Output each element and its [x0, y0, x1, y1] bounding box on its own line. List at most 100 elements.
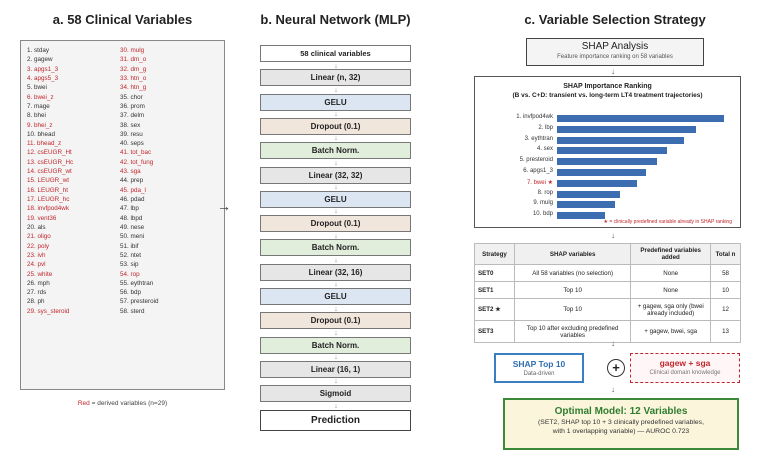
variable-item: 15. LEUGR_wt — [27, 177, 69, 185]
down-arrow-icon: ↓ — [334, 354, 338, 362]
variable-item: 13. csEUGR_Hc — [27, 158, 74, 166]
variable-item: 33. htn_o — [120, 74, 147, 82]
header-total-n: Total n — [710, 243, 741, 265]
variable-item: 16. LEUGR_ht — [27, 186, 68, 194]
variable-item: 36. prom — [120, 102, 145, 110]
cell-shap: Top 10 — [513, 298, 632, 321]
bar-label: 1. invfpod4wk — [516, 114, 553, 120]
ranking-bar — [557, 169, 646, 176]
shap-analysis-box: SHAP Analysis Feature importance ranking… — [526, 38, 704, 66]
bar-label: 10. bdp — [532, 211, 553, 218]
down-arrow-icon: ↓ — [334, 208, 338, 216]
down-arrow-icon: ↓ — [334, 111, 338, 119]
ranking-bar — [557, 212, 606, 220]
table-row: SET3 Top 10 after excluding predefined v… — [474, 320, 741, 343]
down-arrow-icon: ↓ — [334, 329, 338, 337]
ranking-bar — [557, 136, 684, 144]
variable-item: 35. chor — [120, 93, 143, 101]
cell-strategy: SET1 — [474, 281, 515, 299]
network-layer: Dropout (0.1) — [260, 215, 411, 233]
variable-item: 41. tot_bac — [120, 149, 152, 157]
variable-item: 47. lbp — [120, 205, 139, 213]
network-layer: Linear (n, 32) — [260, 69, 411, 87]
variable-item: 28. ph — [27, 298, 45, 306]
optimal-model-line-2: with 1 overlapping variable) — AUROC 0.7… — [552, 428, 690, 435]
variable-item: 44. prep — [120, 177, 144, 185]
bar-label: 9. mulg — [533, 200, 553, 207]
clinical-variables-subtitle: Clinical domain knowledge — [649, 370, 721, 376]
variable-item: 45. pda_l — [120, 186, 146, 194]
variable-item: 11. bhead_z — [27, 140, 62, 148]
bar-label: 5. presteroid — [519, 157, 553, 164]
variable-column-1: 1. stday 2. gagew 3. apgs1_3 4. apgs5_3 5. b… — [27, 46, 73, 316]
shap-top10-subtitle: Data-driven — [523, 371, 555, 377]
variable-item: 57. presteroid — [120, 298, 159, 306]
network-layer: GELU — [260, 190, 411, 208]
bar-label: 8. rop — [537, 189, 553, 196]
variable-item: 56. bdp — [120, 289, 142, 297]
panel-c-title: c. Variable Selection Strategy — [524, 12, 706, 27]
table-header-row: Strategy SHAP variables Predefined varia… — [474, 243, 741, 265]
cell-shap: Top 10 after excluding predefined variab… — [513, 320, 632, 343]
variable-item: 19. vent36 — [27, 214, 57, 222]
header-predefined-variables: Predefined variables added — [630, 243, 712, 265]
optimal-model-line-1: (SET2, SHAP top 10 + 3 clinically predef… — [538, 419, 704, 426]
clinical-variables-box: gagew + sga Clinical domain knowledge — [630, 353, 740, 383]
network-layer: 58 clinical variables — [260, 45, 411, 62]
cell-total: 58 — [710, 264, 741, 282]
clinical-variables-title: gagew + sga — [659, 358, 711, 368]
down-arrow-icon: ↓ — [334, 402, 338, 410]
network-layer: Batch Norm. — [260, 142, 411, 160]
variable-item: 31. dm_o — [120, 56, 147, 64]
legend-text: = derived variables (n=29) — [89, 400, 168, 407]
panel-a-title: a. 58 Clinical Variables — [52, 12, 193, 27]
variable-item: 37. delm — [120, 112, 145, 120]
network-layer: Batch Norm. — [260, 239, 411, 257]
variable-item: 5. bwei — [27, 84, 47, 92]
variable-item: 50. meni — [120, 233, 145, 241]
network-layer: Batch Norm. — [260, 336, 411, 354]
shap-top10-title: SHAP Top 10 — [512, 359, 566, 369]
variable-item: 9. bhei_z — [27, 121, 53, 129]
cell-predefined: None — [630, 281, 712, 299]
down-arrow-icon: ↓ — [611, 339, 615, 348]
cell-total: 10 — [710, 281, 741, 299]
variable-item: 30. mulg — [120, 47, 145, 54]
down-arrow-icon: ↓ — [334, 62, 338, 70]
variable-list-box: 1. stday 2. gagew 3. apgs1_3 4. apgs5_3 5. b… — [20, 40, 225, 390]
down-arrow-icon: ↓ — [334, 256, 338, 264]
variable-item: 39. resu — [120, 130, 143, 138]
plus-icon: + — [607, 359, 625, 377]
variable-item: 3. apgs1_3 — [27, 65, 59, 73]
network-layer: Linear (32, 16) — [260, 263, 411, 281]
legend-red-word: Red — [77, 400, 90, 407]
right-arrow-icon: → — [217, 198, 231, 214]
shap-analysis-title: SHAP Analysis — [581, 41, 649, 52]
ranking-bar — [557, 147, 668, 155]
variable-item: 51. ibif — [120, 242, 139, 250]
shap-analysis-subtitle: Feature importance ranking on 58 variabl… — [557, 54, 673, 60]
variable-item: 20. als — [27, 223, 46, 231]
variable-item: 27. rds — [27, 289, 47, 297]
variable-column-2: 30. mulg 31. dm_o 32. dm_g 33. htn_o 34. htn… — [120, 46, 159, 316]
variable-item: 10. bhead — [27, 130, 56, 138]
variable-item: 25. white — [27, 270, 53, 278]
ranking-bar — [557, 201, 616, 209]
cell-total: 12 — [710, 298, 741, 321]
bar-label: 3. eythtran — [524, 135, 553, 142]
cell-total: 13 — [710, 320, 741, 343]
ranking-bar — [557, 190, 621, 198]
variable-item: 4. apgs5_3 — [27, 74, 59, 82]
down-arrow-icon: ↓ — [334, 232, 338, 240]
cell-predefined: + gagew, bwei, sga — [630, 320, 712, 343]
ranking-title: SHAP Importance Ranking — [563, 83, 652, 90]
ranking-bar — [557, 158, 658, 166]
down-arrow-icon: ↓ — [334, 86, 338, 94]
ranking-bar — [557, 179, 638, 187]
variable-item: 7. mage — [27, 102, 50, 110]
variable-item: 23. ivh — [27, 251, 46, 259]
cell-predefined: None — [630, 264, 712, 282]
ranking-bar — [557, 125, 696, 133]
panel-b-title: b. Neural Network (MLP) — [260, 12, 411, 27]
variable-item: 54. rop — [120, 270, 140, 278]
